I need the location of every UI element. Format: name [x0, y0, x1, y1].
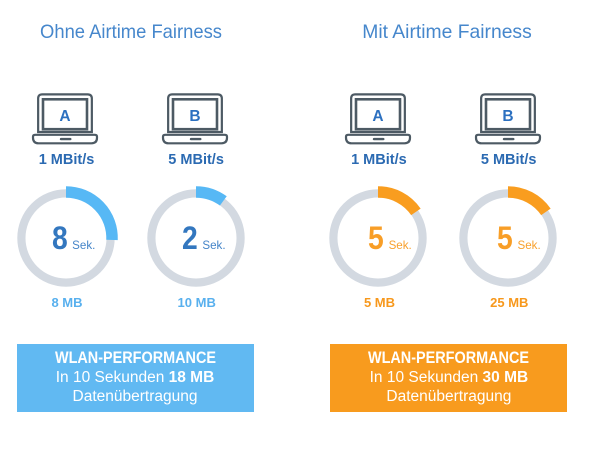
svg-text:A: A [372, 107, 383, 124]
svg-text:B: B [189, 107, 200, 124]
svg-text:B: B [502, 107, 513, 124]
svg-text:A: A [60, 107, 71, 124]
